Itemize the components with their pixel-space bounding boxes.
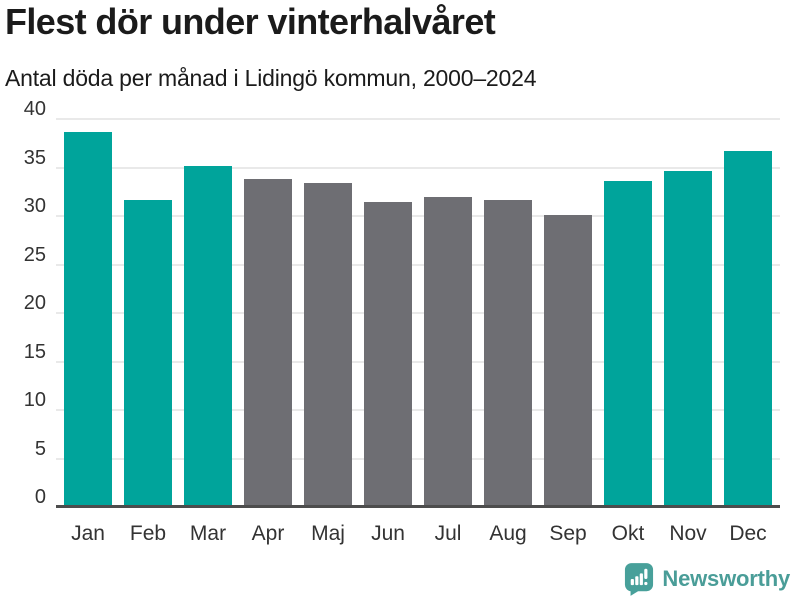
y-tick-label: 25 (23, 243, 46, 266)
bar-feb (124, 199, 172, 507)
brand-footer: Newsworthy (624, 562, 790, 596)
x-tick-label-feb: Feb (129, 522, 167, 545)
bar-chart: 0 5 10 15 20 25 30 35 40 Jan Feb Mar Apr Maj Jun Jul Au… (0, 99, 800, 549)
bar-maj (304, 183, 352, 507)
y-tick-label: 10 (23, 389, 46, 411)
y-tick-label: 20 (23, 292, 46, 314)
gridline (56, 263, 780, 266)
bar-nov (664, 171, 712, 507)
bar-series (56, 119, 780, 507)
brand-name: Newsworthy (662, 566, 790, 591)
x-tick-label-jan: Jan (71, 522, 105, 545)
plot-area (56, 118, 780, 508)
y-tick-label: 0 (34, 486, 46, 508)
x-axis-labels: Jan Feb Mar Apr Maj Jun Jul Aug Sep Okt Nov Dec (56, 519, 780, 549)
bar-jan (64, 131, 112, 507)
gridline (56, 312, 780, 314)
gridline (56, 215, 780, 217)
y-tick-label: 35 (23, 146, 46, 169)
x-tick-label-jul: Jul (434, 522, 462, 545)
chart-subtitle: Antal döda per månad i Lidingö kommun, 2… (5, 65, 537, 91)
y-tick-label: 15 (23, 340, 46, 363)
x-tick-label-jun: Jun (371, 522, 405, 545)
bar-dec (724, 151, 772, 507)
x-axis-line (56, 505, 780, 508)
x-tick-label-apr: Apr (251, 522, 285, 545)
gridline (56, 457, 780, 460)
newsworthy-logo-icon (625, 563, 654, 596)
gridline (56, 360, 780, 363)
bar-apr (244, 179, 292, 507)
x-tick-label-mar: Mar (189, 522, 227, 545)
bar-okt (604, 181, 652, 507)
bar-sep (544, 215, 592, 507)
bar-jul (424, 196, 472, 507)
gridline (56, 166, 780, 169)
y-tick-label: 5 (34, 437, 46, 460)
x-tick-label-nov: Nov (669, 522, 707, 545)
y-tick-label: 30 (23, 195, 46, 217)
bar-aug (484, 200, 532, 507)
bar-mar (184, 165, 232, 507)
x-tick-label-aug: Aug (489, 522, 527, 545)
x-tick-label-okt: Okt (611, 522, 645, 545)
x-tick-label-dec: Dec (729, 522, 767, 545)
gridline (56, 409, 780, 411)
x-tick-label-maj: Maj (311, 522, 345, 545)
x-tick-label-sep: Sep (549, 522, 587, 545)
bar-jun (364, 202, 412, 507)
y-axis: 0 5 10 15 20 25 30 35 40 (0, 99, 46, 508)
y-tick-label: 40 (23, 98, 46, 120)
chart-title: Flest dör under vinterhalvåret (5, 1, 496, 42)
gridline (56, 118, 780, 120)
